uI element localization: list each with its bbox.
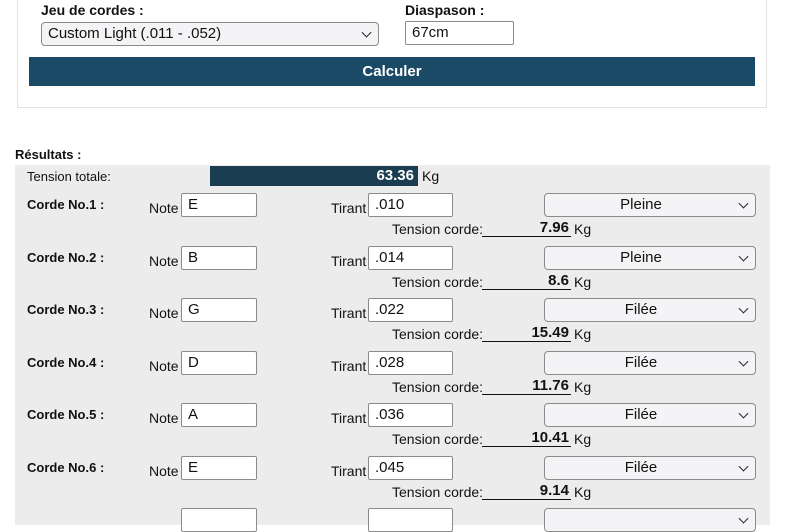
string-label: Corde No.2 : [27,250,105,265]
gauge-label: Tirant [331,253,367,269]
string-tension-label: Tension corde: [392,431,484,447]
scale-label: Diaspason : [405,2,485,18]
gauge-value: .010 [375,196,405,213]
results-title: Résultats : [15,147,82,162]
chevron-down-icon [738,303,749,314]
note-input[interactable]: D [181,351,257,375]
note-label: Note [149,410,179,426]
note-value: G [188,301,200,318]
string-set-label: Jeu de cordes : [41,2,144,18]
chevron-down-icon [361,27,372,38]
chevron-down-icon [738,513,749,524]
note-value: E [188,459,199,476]
gauge-value: .036 [375,406,405,423]
string-label: Corde No.1 : [27,197,105,212]
chevron-down-icon [738,461,749,472]
string-type-value: Pleine [620,249,662,266]
string-tension-label: Tension corde: [392,484,484,500]
string-tension-value: 15.49 [482,323,571,342]
note-label: Note [149,253,179,269]
total-tension-value: 63.36 [376,167,414,184]
calculate-button[interactable]: Calculer [29,57,755,86]
chevron-down-icon [738,356,749,367]
note-value: E [188,196,199,213]
string-tension-unit: Kg [574,379,592,395]
string-tension-unit: Kg [574,326,592,342]
note-input[interactable]: A [181,403,257,427]
string-type-value: Pleine [620,196,662,213]
string-tension-value: 9.14 [482,481,571,500]
string-set-select[interactable]: Custom Light (.011 - .052) [41,22,379,46]
string-tension-value: 10.41 [482,428,571,447]
chevron-down-icon [738,198,749,209]
gauge-input[interactable]: .014 [368,246,453,270]
note-input[interactable]: E [181,193,257,217]
note-input[interactable]: G [181,298,257,322]
string-type-value: Filée [624,301,658,318]
string-type-select[interactable]: Pleine [544,246,756,270]
string-tension-unit: Kg [574,221,592,237]
scale-value: 67cm [412,24,449,41]
gauge-value: .022 [375,301,405,318]
string-tension-label: Tension corde: [392,326,484,342]
string-tension-unit: Kg [574,431,592,447]
string-tension-value: 7.96 [482,218,571,237]
string-label: Corde No.3 : [27,302,105,317]
string-label: Corde No.4 : [27,355,105,370]
string-type-value: Filée [624,406,658,423]
string-type-select[interactable]: Filée [544,456,756,480]
string-type-select[interactable]: Filée [544,351,756,375]
note-label: Note [149,200,179,216]
scale-input[interactable]: 67cm [405,21,514,45]
string-tension-value: 11.76 [482,376,571,395]
total-tension-label: Tension totale: [27,169,111,184]
chevron-down-icon [738,251,749,262]
gauge-value: .014 [375,249,405,266]
string-tension-label: Tension corde: [392,274,484,290]
string-tension-value: 8.6 [482,271,571,290]
string-tension-unit: Kg [574,274,592,290]
chevron-down-icon [738,408,749,419]
note-input[interactable]: E [181,456,257,480]
string-type-select[interactable]: Filée [544,403,756,427]
gauge-label: Tirant [331,410,367,426]
gauge-label: Tirant [331,305,367,321]
gauge-input[interactable]: .028 [368,351,453,375]
gauge-input[interactable]: .010 [368,193,453,217]
note-value: A [188,406,199,423]
string-label: Corde No.5 : [27,407,105,422]
string-type-value: Filée [624,459,658,476]
gauge-label: Tirant [331,358,367,374]
total-tension-unit: Kg [422,168,440,184]
note-value: D [188,354,199,371]
settings-form [17,0,767,108]
gauge-input[interactable]: .045 [368,456,453,480]
string-label: Corde No.6 : [27,460,105,475]
string-tension-unit: Kg [574,484,592,500]
note-label: Note [149,463,179,479]
gauge-label: Tirant [331,200,367,216]
note-input[interactable] [181,508,257,532]
string-tension-label: Tension corde: [392,379,484,395]
gauge-value: .045 [375,459,405,476]
string-type-select[interactable] [544,508,756,532]
gauge-input[interactable]: .036 [368,403,453,427]
string-tension-label: Tension corde: [392,221,484,237]
string-type-value: Filée [624,354,658,371]
string-set-value: Custom Light (.011 - .052) [48,25,222,42]
gauge-input[interactable] [368,508,453,532]
gauge-input[interactable]: .022 [368,298,453,322]
string-type-select[interactable]: Filée [544,298,756,322]
note-label: Note [149,358,179,374]
note-input[interactable]: B [181,246,257,270]
note-value: B [188,249,199,266]
gauge-value: .028 [375,354,405,371]
note-label: Note [149,305,179,321]
gauge-label: Tirant [331,463,367,479]
string-type-select[interactable]: Pleine [544,193,756,217]
total-tension-bar: 63.36 [210,166,418,186]
